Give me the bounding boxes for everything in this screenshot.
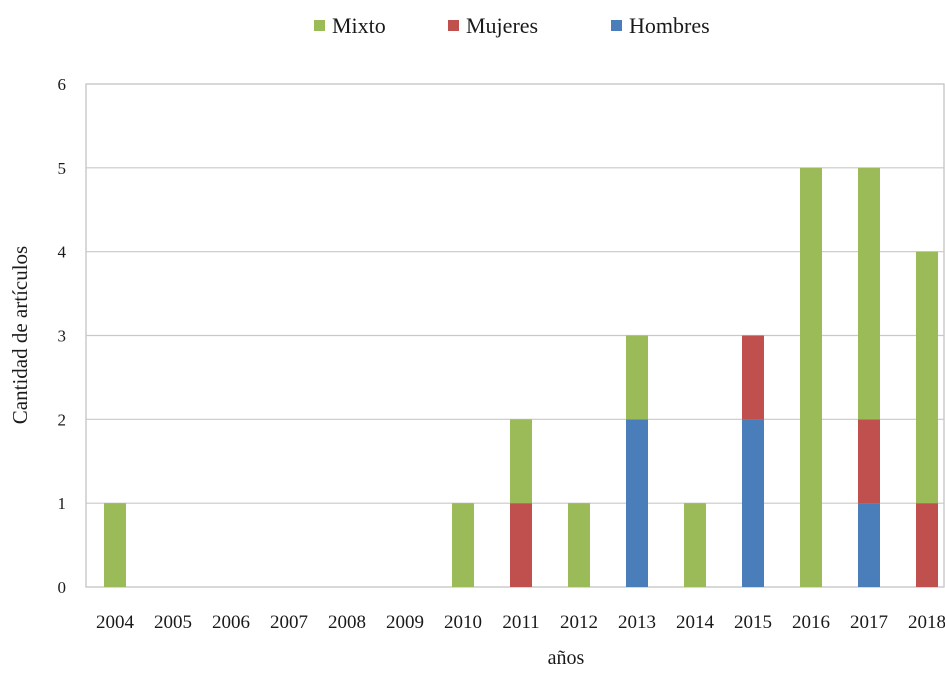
bar-mixto-2016 [800, 167, 822, 588]
x-tick-label: 2016 [792, 612, 830, 633]
legend: Mixto Mujeres Hombres [314, 13, 710, 38]
bars [104, 167, 938, 588]
x-tick-label: 2007 [270, 612, 308, 633]
x-tick-label: 2014 [676, 612, 715, 633]
y-axis-ticks: 0 1 2 3 4 5 6 [58, 75, 67, 597]
legend-item-hombres: Hombres [611, 13, 710, 38]
bar-mixto-2010 [452, 503, 474, 587]
y-axis-label: Cantidad de artículos [8, 246, 32, 424]
bar-mujeres-2018 [916, 503, 938, 587]
bar-hombres-2013 [626, 419, 648, 587]
bar-hombres-2017 [858, 503, 880, 587]
bar-mixto-2014 [684, 503, 706, 587]
x-tick-label: 2018 [908, 612, 945, 633]
bar-mixto-2004 [104, 503, 126, 587]
bar-mixto-2017 [858, 167, 880, 420]
legend-label: Mixto [332, 13, 386, 38]
x-axis-ticks: 2004 2005 2006 2007 2008 2009 2010 2011 2012 2013… [96, 612, 945, 633]
x-tick-label: 2005 [154, 612, 192, 633]
legend-label: Mujeres [466, 13, 538, 38]
y-tick-label: 6 [58, 75, 67, 94]
legend-swatch [611, 20, 622, 31]
y-tick-label: 0 [58, 578, 67, 597]
legend-label: Hombres [629, 13, 710, 38]
legend-swatch [314, 20, 325, 31]
x-tick-label: 2006 [212, 612, 250, 633]
x-tick-label: 2010 [444, 612, 482, 633]
x-tick-label: 2012 [560, 612, 598, 633]
y-tick-label: 1 [58, 494, 67, 513]
y-tick-label: 2 [58, 410, 67, 429]
x-tick-label: 2009 [386, 612, 424, 633]
bar-mujeres-2017 [858, 419, 880, 504]
bar-mujeres-2015 [742, 335, 764, 420]
bar-mixto-2012 [568, 503, 590, 587]
y-tick-label: 5 [58, 159, 67, 178]
legend-item-mujeres: Mujeres [448, 13, 538, 38]
y-tick-label: 3 [58, 327, 67, 346]
x-tick-label: 2015 [734, 612, 772, 633]
x-tick-label: 2017 [850, 612, 888, 633]
bar-mixto-2011 [510, 419, 532, 504]
legend-swatch [448, 20, 459, 31]
bar-mixto-2013 [626, 335, 648, 420]
y-tick-label: 4 [58, 243, 67, 262]
x-tick-label: 2004 [96, 612, 135, 633]
bar-mujeres-2011 [510, 503, 532, 587]
bar-mixto-2018 [916, 251, 938, 504]
legend-item-mixto: Mixto [314, 13, 386, 38]
bar-hombres-2015 [742, 419, 764, 587]
x-tick-label: 2008 [328, 612, 366, 633]
x-axis-label: años [548, 647, 585, 669]
x-tick-label: 2011 [502, 612, 539, 633]
x-tick-label: 2013 [618, 612, 656, 633]
